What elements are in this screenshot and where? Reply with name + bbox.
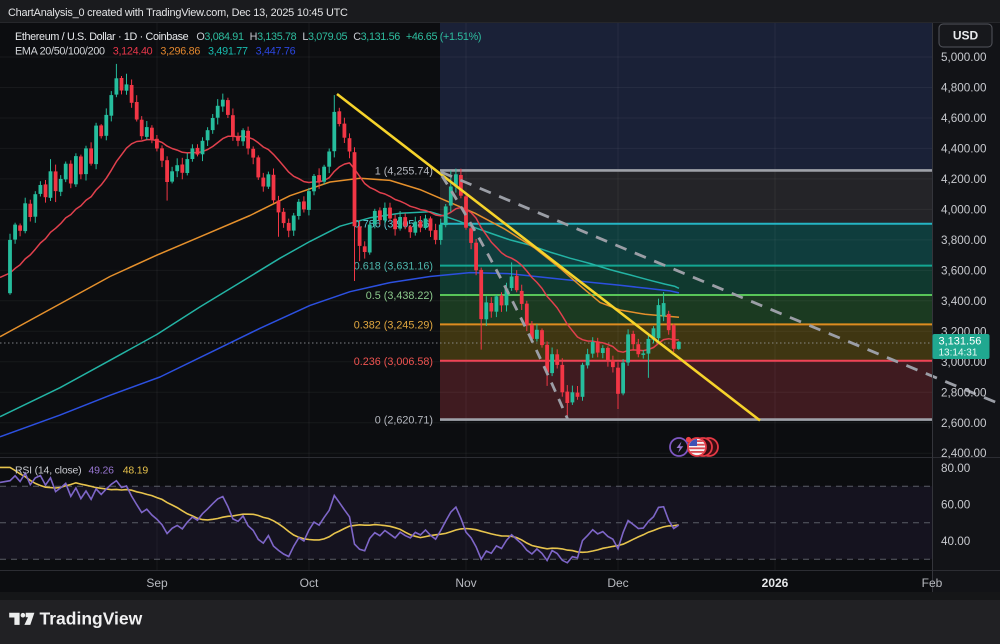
svg-text:Oct: Oct bbox=[300, 576, 319, 590]
svg-text:3,000.00: 3,000.00 bbox=[941, 356, 987, 369]
svg-text:Sep: Sep bbox=[146, 576, 168, 590]
svg-text:4,400.00: 4,400.00 bbox=[941, 142, 987, 155]
svg-text:TradingView: TradingView bbox=[40, 609, 143, 629]
svg-text:4,000.00: 4,000.00 bbox=[941, 203, 987, 216]
svg-text:3,131.56: 3,131.56 bbox=[939, 336, 982, 348]
svg-text:3,800.00: 3,800.00 bbox=[941, 234, 987, 247]
svg-text:0.382 (3,245.29): 0.382 (3,245.29) bbox=[354, 319, 433, 331]
svg-text:Feb: Feb bbox=[922, 576, 943, 590]
svg-text:60.00: 60.00 bbox=[941, 499, 971, 512]
svg-text:4,800.00: 4,800.00 bbox=[941, 82, 987, 95]
svg-text:4,200.00: 4,200.00 bbox=[941, 173, 987, 186]
svg-text:40.00: 40.00 bbox=[941, 535, 971, 548]
svg-text:USD: USD bbox=[953, 29, 979, 43]
svg-text:Nov: Nov bbox=[455, 576, 476, 590]
svg-text:ChartAnalysis_0 created with T: ChartAnalysis_0 created with TradingView… bbox=[8, 7, 348, 19]
svg-text:2,600.00: 2,600.00 bbox=[941, 417, 987, 430]
svg-text:3,400.00: 3,400.00 bbox=[941, 295, 987, 308]
svg-text:0 (2,620.71): 0 (2,620.71) bbox=[375, 415, 433, 427]
svg-text:0.236 (3,006.58): 0.236 (3,006.58) bbox=[354, 356, 433, 368]
svg-text:80.00: 80.00 bbox=[941, 462, 971, 475]
svg-text:2,800.00: 2,800.00 bbox=[941, 386, 987, 399]
svg-text:2026: 2026 bbox=[762, 576, 789, 590]
svg-text:0.618 (3,631.16): 0.618 (3,631.16) bbox=[354, 261, 433, 273]
svg-text:Dec: Dec bbox=[607, 576, 628, 590]
svg-text:4,600.00: 4,600.00 bbox=[941, 112, 987, 125]
svg-text:1 (4,255.74): 1 (4,255.74) bbox=[375, 165, 433, 177]
svg-text:5,000.00: 5,000.00 bbox=[941, 51, 987, 64]
svg-text:3,600.00: 3,600.00 bbox=[941, 264, 987, 277]
svg-text:0.5 (3,438.22): 0.5 (3,438.22) bbox=[366, 290, 433, 302]
svg-text:13:14:31: 13:14:31 bbox=[939, 348, 978, 359]
svg-text:2,400.00: 2,400.00 bbox=[941, 447, 987, 460]
